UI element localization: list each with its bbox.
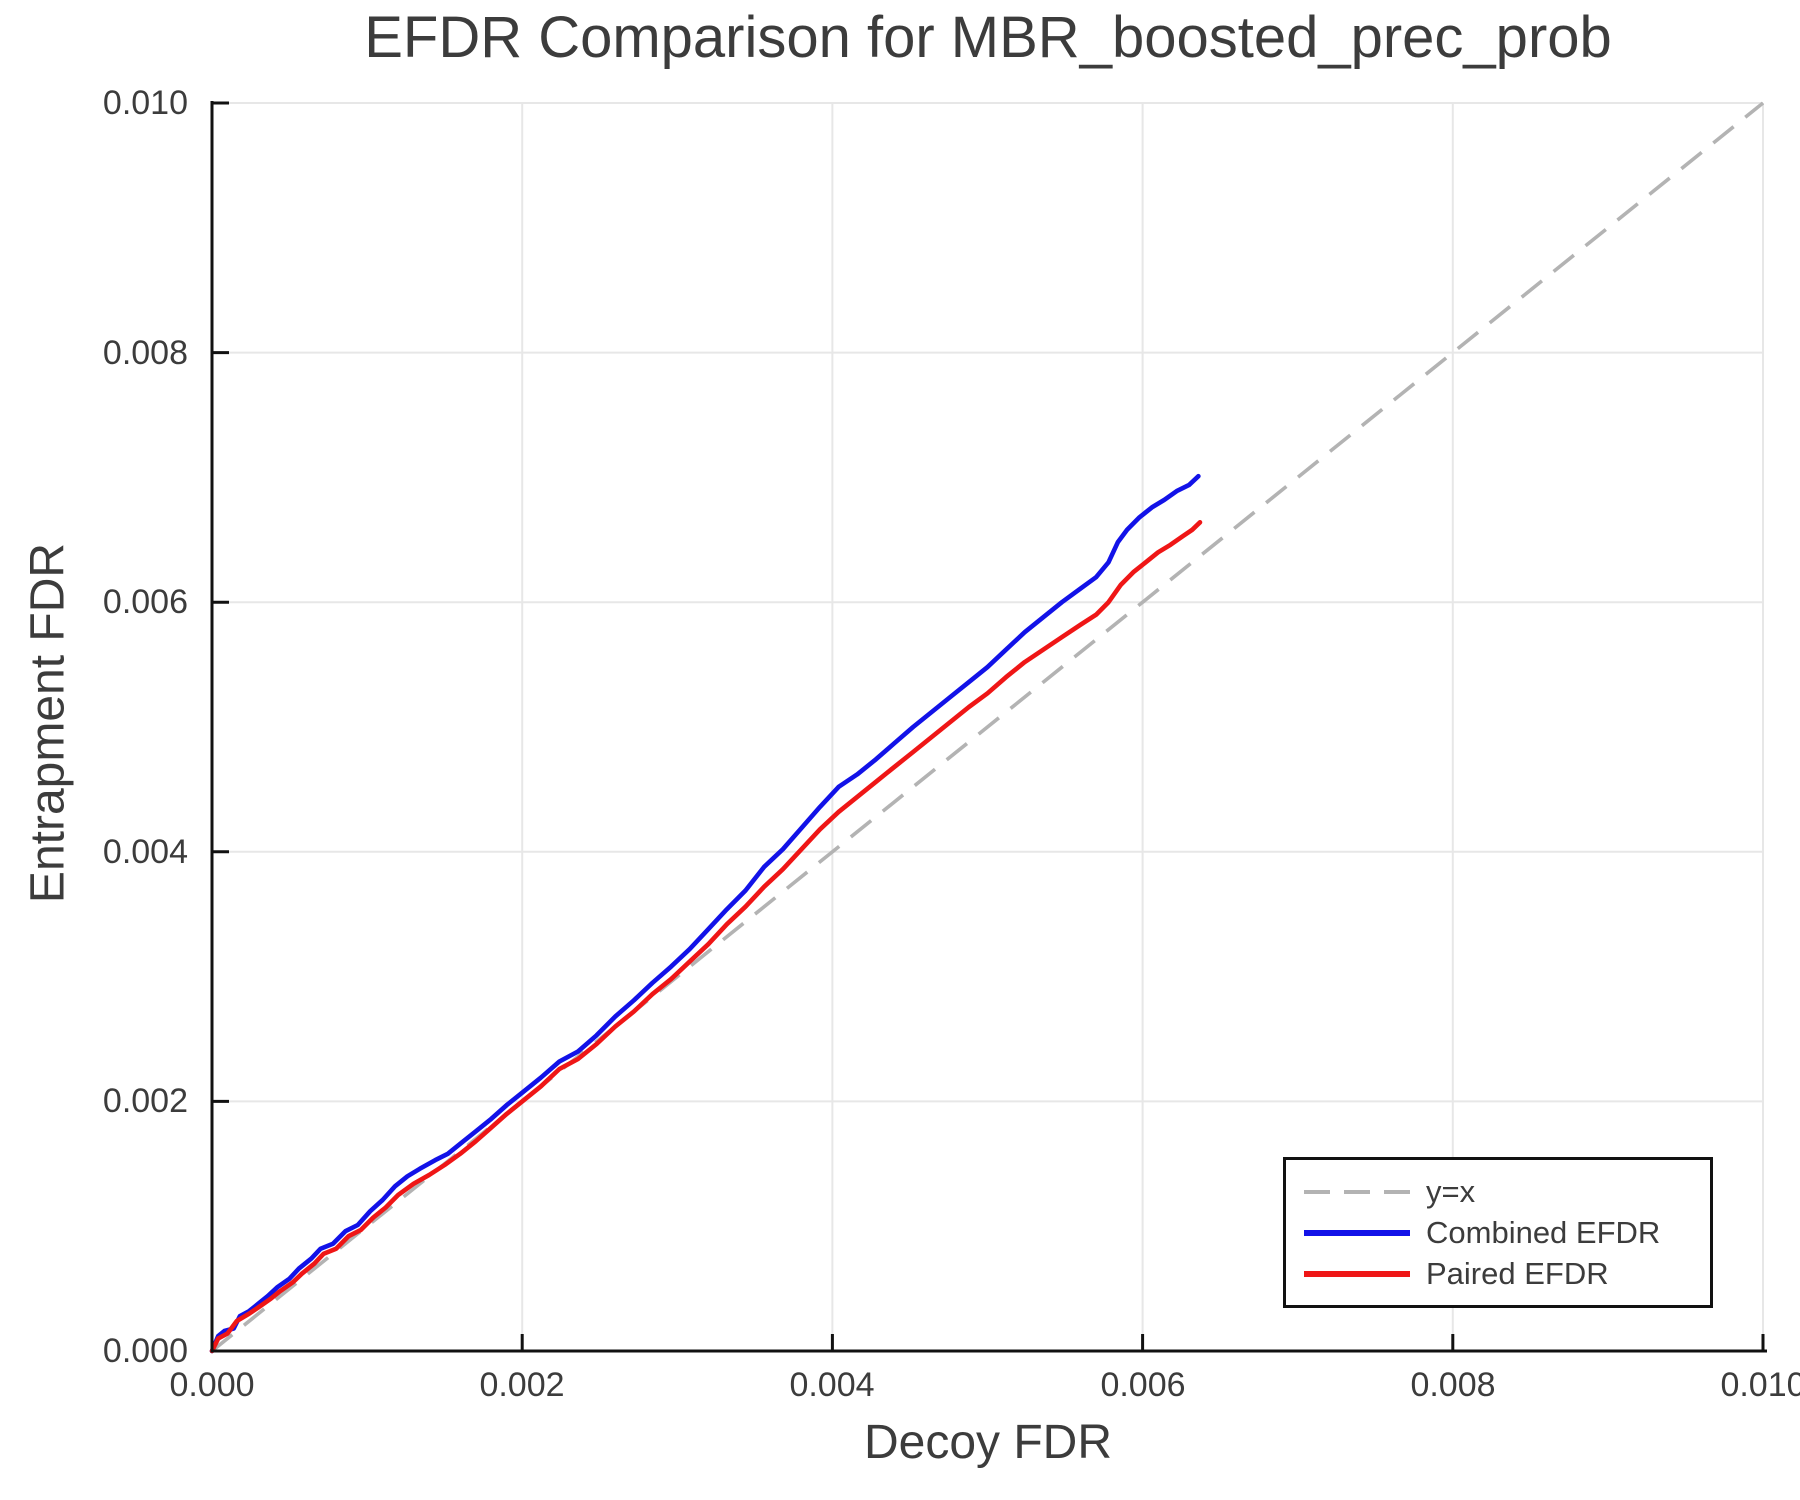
blue-line-swatch — [1304, 1229, 1410, 1236]
x-tick-label: 0.010 — [1720, 1366, 1800, 1404]
legend-entry-paired-efdr: Paired EFDR — [1302, 1255, 1710, 1292]
legend: y=x Combined EFDR Paired EFDR — [1283, 1157, 1713, 1308]
y-tick-label: 0.006 — [102, 583, 188, 621]
y-tick-label: 0.008 — [102, 334, 188, 372]
x-tick-label: 0.004 — [789, 1366, 875, 1404]
y-tick-label: 0.000 — [102, 1332, 188, 1370]
x-axis-label: Decoy FDR — [863, 1416, 1113, 1469]
chart-title: EFDR Comparison for MBR_boosted_prec_pro… — [364, 5, 1612, 70]
legend-label: Combined EFDR — [1426, 1214, 1661, 1250]
y-tick-label: 0.010 — [102, 84, 188, 122]
x-tick-label: 0.008 — [1410, 1366, 1496, 1404]
y-tick-label: 0.002 — [102, 1082, 188, 1120]
legend-label: Paired EFDR — [1426, 1255, 1609, 1291]
x-tick-label: 0.000 — [169, 1366, 255, 1404]
legend-label: y=x — [1426, 1173, 1476, 1209]
x-tick-label: 0.002 — [479, 1366, 565, 1404]
legend-entry-combined-efdr: Combined EFDR — [1302, 1214, 1710, 1251]
y-tick-label: 0.004 — [102, 833, 188, 871]
legend-entry-yx: y=x — [1302, 1173, 1710, 1210]
dashed-line-swatch — [1304, 1189, 1410, 1194]
red-line-swatch — [1304, 1270, 1410, 1277]
x-tick-label: 0.006 — [1100, 1366, 1186, 1404]
